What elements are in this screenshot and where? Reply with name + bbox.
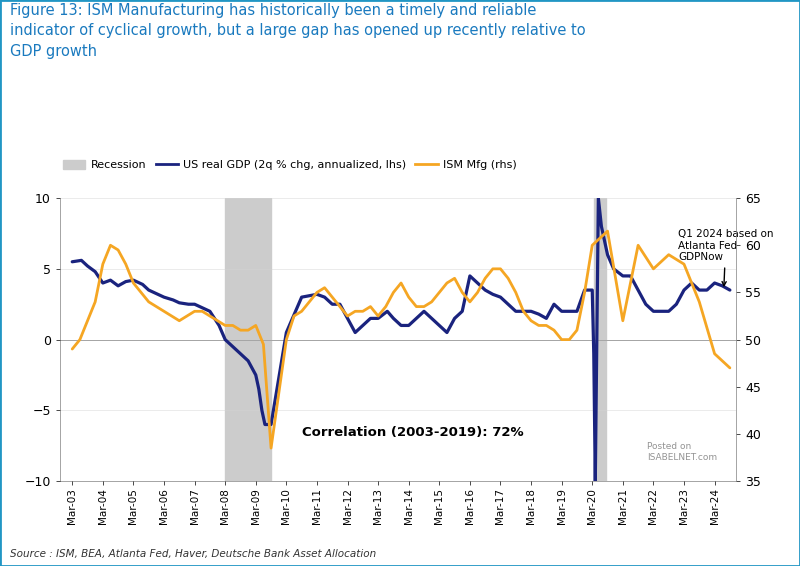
Text: Posted on
ISABELNET.com: Posted on ISABELNET.com <box>647 443 718 462</box>
Text: Source : ISM, BEA, Atlanta Fed, Haver, Deutsche Bank Asset Allocation: Source : ISM, BEA, Atlanta Fed, Haver, D… <box>10 549 376 559</box>
Text: Figure 13: ISM Manufacturing has historically been a timely and reliable
indicat: Figure 13: ISM Manufacturing has histori… <box>10 3 586 59</box>
Text: Correlation (2003-2019): 72%: Correlation (2003-2019): 72% <box>302 426 523 439</box>
Text: Q1 2024 based on
Atlanta Fed
GDPNow: Q1 2024 based on Atlanta Fed GDPNow <box>678 229 774 286</box>
Bar <box>594 198 606 481</box>
Legend: Recession, US real GDP (2q % chg, annualized, lhs), ISM Mfg (rhs): Recession, US real GDP (2q % chg, annual… <box>58 156 522 175</box>
Bar <box>225 198 271 481</box>
